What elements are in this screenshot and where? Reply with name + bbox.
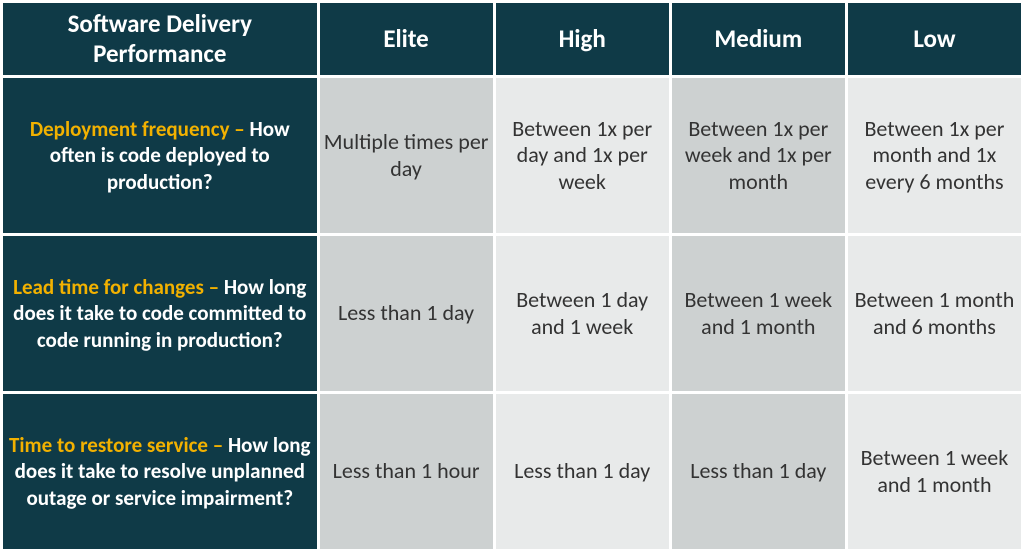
cell-low: Between 1x per month and 1x every 6 mont… xyxy=(846,77,1022,235)
table-row: Lead time for changes – How long does it… xyxy=(2,235,1023,393)
cell-medium: Between 1 week and 1 month xyxy=(670,235,846,393)
row-header-lead-time: Lead time for changes – How long does it… xyxy=(2,235,319,393)
metric-name: Time to restore service – xyxy=(9,432,223,458)
cell-elite: Multiple times per day xyxy=(318,77,494,235)
delivery-performance-table: Software Delivery Performance Elite High… xyxy=(0,0,1024,552)
cell-medium: Less than 1 day xyxy=(670,393,846,551)
table-row: Deployment frequency – How often is code… xyxy=(2,77,1023,235)
cell-elite: Less than 1 hour xyxy=(318,393,494,551)
cell-medium: Between 1x per week and 1x per month xyxy=(670,77,846,235)
metric-name: Deployment frequency – xyxy=(30,116,245,142)
header-level-medium: Medium xyxy=(670,2,846,77)
cell-high: Between 1x per day and 1x per week xyxy=(494,77,670,235)
table-row: Time to restore service – How long does … xyxy=(2,393,1023,551)
cell-low: Between 1 week and 1 month xyxy=(846,393,1022,551)
row-header-deployment-frequency: Deployment frequency – How often is code… xyxy=(2,77,319,235)
cell-low: Between 1 month and 6 months xyxy=(846,235,1022,393)
cell-high: Between 1 day and 1 week xyxy=(494,235,670,393)
cell-high: Less than 1 day xyxy=(494,393,670,551)
header-level-low: Low xyxy=(846,2,1022,77)
header-level-high: High xyxy=(494,2,670,77)
table: Software Delivery Performance Elite High… xyxy=(0,0,1024,552)
cell-elite: Less than 1 day xyxy=(318,235,494,393)
header-level-elite: Elite xyxy=(318,2,494,77)
row-header-time-to-restore: Time to restore service – How long does … xyxy=(2,393,319,551)
metric-name: Lead time for changes – xyxy=(13,274,219,300)
table-header-row: Software Delivery Performance Elite High… xyxy=(2,2,1023,77)
header-title: Software Delivery Performance xyxy=(2,2,319,77)
